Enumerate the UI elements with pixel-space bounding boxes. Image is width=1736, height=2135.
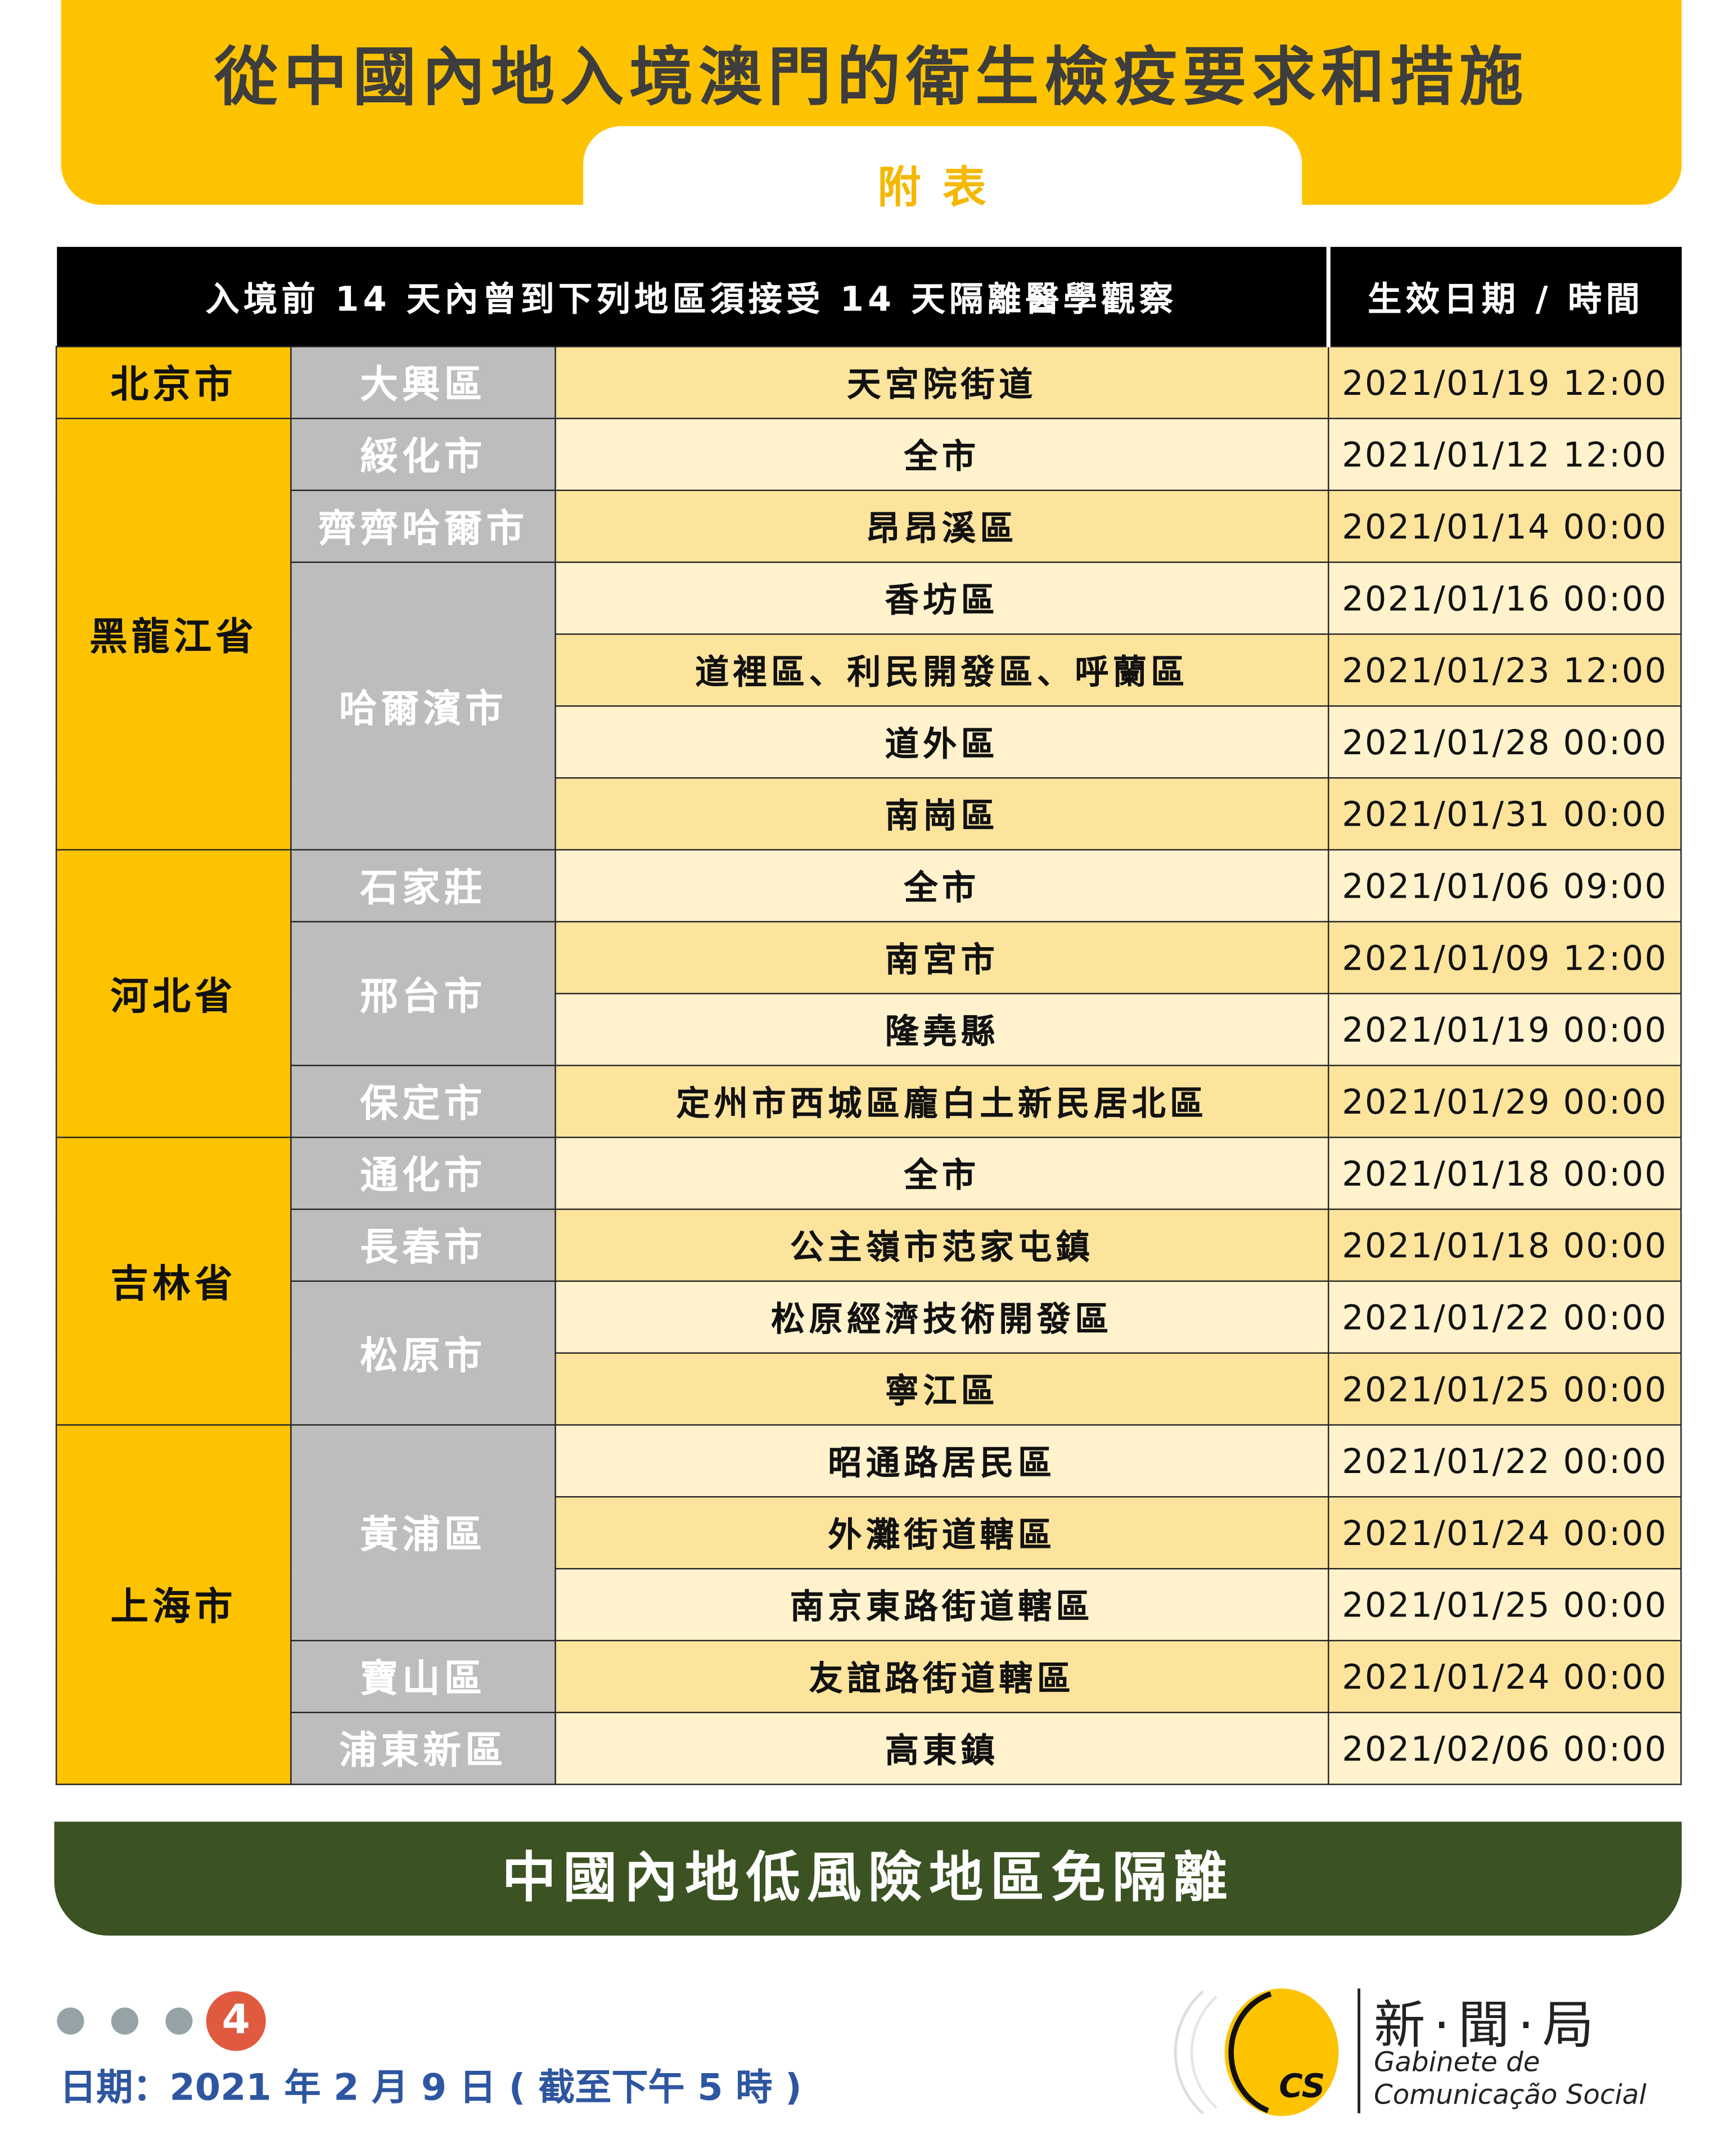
area-cell: 道裡區、利民開發區、呼蘭區 — [554, 633, 1329, 707]
table-row: 齊齊哈爾市 昂昂溪區 2021/01/14 00:00 — [56, 489, 1682, 563]
effective-date-cell: 2021/01/12 12:00 — [1328, 417, 1682, 492]
city-cell: 哈爾濱市 — [290, 561, 556, 851]
area-cell: 香坊區 — [554, 561, 1329, 635]
area-cell: 寧江區 — [554, 1352, 1329, 1426]
table-row: 道裡區、利民開發區、呼蘭區 2021/01/23 12:00 — [56, 633, 1682, 707]
effective-date-cell: 2021/01/14 00:00 — [1328, 489, 1682, 563]
effective-date-cell: 2021/01/25 00:00 — [1328, 1352, 1682, 1426]
page-dot-1[interactable] — [57, 2007, 84, 2035]
table-row: 南京東路街道轄區 2021/01/25 00:00 — [56, 1568, 1682, 1642]
table-row: 松原市 松原經濟技術開發區 2021/01/22 00:00 — [56, 1280, 1682, 1426]
area-cell: 外灘街道轄區 — [554, 1496, 1329, 1570]
area-cell: 南宮市 — [554, 921, 1329, 994]
page-dot-3[interactable] — [165, 2007, 193, 2035]
effective-date-cell: 2021/01/18 00:00 — [1328, 1137, 1682, 1210]
area-cell: 松原經濟技術開發區 — [554, 1280, 1329, 1354]
table-row: 上海市 黃浦區 昭通路居民區 2021/01/22 00:00 — [55, 1424, 1682, 1785]
table-row: 吉林省 通化市 全市 2021/01/18 00:00 — [55, 1137, 1682, 1426]
effective-date-cell: 2021/01/24 00:00 — [1328, 1639, 1682, 1713]
province-cell: 北京市 — [55, 345, 292, 420]
table-row: 道外區 2021/01/28 00:00 — [56, 705, 1682, 779]
city-cell: 綏化市 — [290, 417, 556, 492]
table-row: 寶山區 友誼路街道轄區 2021/01/24 00:00 — [56, 1639, 1682, 1713]
svg-text:CS: CS — [1279, 2066, 1325, 2105]
table-row: 黑龍江省 綏化市 全市 2021/01/12 12:00 — [55, 417, 1682, 851]
effective-date-cell: 2021/01/29 00:00 — [1328, 1065, 1682, 1138]
area-cell: 全市 — [554, 849, 1329, 922]
effective-date-cell: 2021/01/16 00:00 — [1328, 561, 1682, 635]
area-cell: 道外區 — [554, 705, 1329, 779]
province-cell: 河北省 — [55, 849, 292, 1138]
logo-pt-line1: Gabinete de — [1374, 2045, 1540, 2078]
logo-pt-line2: Comunicação Social — [1374, 2078, 1647, 2111]
current-page-indicator: 4 — [206, 1991, 266, 2051]
city-cell: 保定市 — [290, 1065, 556, 1138]
subtitle: 附表 — [877, 161, 1008, 213]
table-row: 外灘街道轄區 2021/01/24 00:00 — [56, 1496, 1682, 1570]
city-cell: 石家莊 — [290, 849, 556, 922]
table-row: 保定市 定州市西城區龐白土新民居北區 2021/01/29 00:00 — [56, 1065, 1682, 1138]
effective-date-cell: 2021/01/19 00:00 — [1328, 993, 1682, 1066]
table-row: 邢台市 南宮市 2021/01/09 12:00 — [56, 921, 1682, 1066]
city-cell: 浦東新區 — [290, 1711, 556, 1785]
area-cell: 南崗區 — [554, 777, 1329, 851]
city-cell: 長春市 — [290, 1208, 556, 1282]
table-row: 哈爾濱市 香坊區 2021/01/16 00:00 — [56, 561, 1682, 851]
area-cell: 全市 — [554, 1137, 1329, 1210]
area-cell: 友誼路街道轄區 — [554, 1639, 1329, 1713]
date-text: 日期：2021 年 2 月 9 日 ( 截至下午 5 時 ) — [60, 2067, 802, 2110]
low-risk-banner: 中國內地低風險地區免隔離 — [54, 1821, 1682, 1936]
city-cell: 松原市 — [290, 1280, 556, 1426]
area-cell: 隆堯縣 — [554, 993, 1329, 1066]
page-dot-2[interactable] — [111, 2007, 138, 2035]
city-cell: 寶山區 — [290, 1639, 556, 1713]
province-cell: 吉林省 — [55, 1137, 292, 1426]
effective-date-cell: 2021/01/06 09:00 — [1328, 849, 1682, 922]
effective-date-cell: 2021/01/31 00:00 — [1328, 777, 1682, 851]
table-row: 南崗區 2021/01/31 00:00 — [56, 777, 1682, 851]
subtitle-tab: 附表 — [583, 126, 1302, 222]
effective-date-cell: 2021/01/24 00:00 — [1328, 1496, 1682, 1570]
table-row: 長春市 公主嶺市范家屯鎮 2021/01/18 00:00 — [56, 1208, 1682, 1282]
header-date: 生效日期 / 時間 — [1326, 246, 1681, 347]
city-cell: 黃浦區 — [290, 1424, 556, 1642]
area-cell: 公主嶺市范家屯鎮 — [554, 1208, 1329, 1282]
area-cell: 天宮院街道 — [554, 345, 1329, 420]
area-cell: 全市 — [554, 417, 1329, 492]
area-cell: 昭通路居民區 — [554, 1424, 1329, 1498]
area-cell: 定州市西城區龐白土新民居北區 — [554, 1065, 1329, 1138]
city-cell: 齊齊哈爾市 — [290, 489, 556, 563]
logo-cn-text: 新·聞·局 — [1374, 1995, 1602, 2055]
effective-date-cell: 2021/01/09 12:00 — [1328, 921, 1682, 994]
city-cell: 通化市 — [290, 1137, 556, 1210]
quarantine-table: 入境前 14 天內曾到下列地區須接受 14 天隔離醫學觀察 生效日期 / 時間 … — [55, 246, 1682, 1785]
table-row: 隆堯縣 2021/01/19 00:00 — [56, 993, 1682, 1066]
effective-date-cell: 2021/01/22 00:00 — [1328, 1424, 1682, 1498]
effective-date-cell: 2021/01/18 00:00 — [1328, 1208, 1682, 1282]
table-row: 河北省 石家莊 全市 2021/01/06 09:00 — [55, 849, 1682, 1138]
header-main: 入境前 14 天內曾到下列地區須接受 14 天隔離醫學觀察 — [56, 246, 1329, 347]
city-cell: 大興區 — [290, 345, 556, 420]
effective-date-cell: 2021/01/25 00:00 — [1328, 1568, 1682, 1642]
effective-date-cell: 2021/01/28 00:00 — [1328, 705, 1682, 779]
effective-date-cell: 2021/01/19 12:00 — [1328, 345, 1682, 420]
table-row: 北京市 大興區 天宮院街道 2021/01/19 12:00 — [55, 345, 1682, 420]
table-row: 寧江區 2021/01/25 00:00 — [56, 1352, 1682, 1426]
effective-date-cell: 2021/02/06 00:00 — [1328, 1711, 1682, 1785]
header-band: 從中國內地入境澳門的衛生檢疫要求和措施 附表 — [61, 0, 1682, 222]
table-row: 浦東新區 高東鎮 2021/02/06 00:00 — [56, 1711, 1682, 1785]
effective-date-cell: 2021/01/23 12:00 — [1328, 633, 1682, 707]
page-title: 從中國內地入境澳門的衛生檢疫要求和措施 — [214, 40, 1528, 115]
gcs-logo-icon: CS — [1174, 1988, 1339, 2116]
effective-date-cell: 2021/01/22 00:00 — [1328, 1280, 1682, 1354]
area-cell: 南京東路街道轄區 — [554, 1568, 1329, 1642]
province-cell: 上海市 — [55, 1424, 292, 1785]
province-cell: 黑龍江省 — [55, 417, 292, 851]
area-cell: 昂昂溪區 — [554, 489, 1329, 563]
gcs-logo: CS 新·聞·局 Gabinete de Comunicação Social — [1173, 1978, 1702, 2120]
city-cell: 邢台市 — [290, 921, 556, 1066]
area-cell: 高東鎮 — [554, 1711, 1329, 1785]
